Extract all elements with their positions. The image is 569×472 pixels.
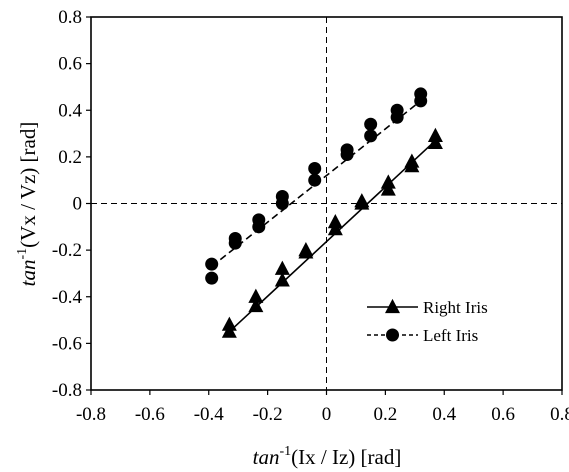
data-point-circle	[414, 94, 428, 108]
data-point-triangle	[274, 272, 290, 287]
x-axis-title-exponent: -1	[279, 444, 291, 459]
data-point-triangle	[380, 181, 396, 196]
legend-item: Right Iris	[367, 298, 488, 317]
y-tick-label: 0.6	[58, 54, 82, 75]
data-point-circle	[340, 148, 354, 162]
trend-line	[228, 139, 436, 333]
data-point-circle	[308, 162, 322, 176]
legend-marker-triangle	[385, 298, 400, 314]
y-axis-title-text: (Vx / Vz) [rad]	[16, 122, 40, 248]
legend-marker-circle	[386, 328, 399, 342]
series-right-iris	[221, 127, 443, 338]
data-point-triangle	[221, 323, 237, 338]
x-tick-label: -0.8	[76, 404, 106, 425]
data-point-triangle	[274, 260, 290, 275]
x-tick-label: -0.6	[135, 404, 165, 425]
axis-ticks: -0.8 -0.6 -0.4 -0.2 0 0.2 0.4 0.6 0.8 0.8 0.6 0.4 0.…	[52, 7, 569, 425]
legend-item: Left Iris	[367, 326, 478, 345]
data-point-circle	[228, 236, 242, 250]
y-tick-label: 0	[73, 194, 83, 215]
legend-label: Right Iris	[423, 298, 488, 317]
x-tick-label: 0.6	[491, 404, 515, 425]
series-layer	[205, 87, 443, 338]
x-axis-title: tan-1(Ix / Iz) [rad]	[253, 444, 402, 469]
x-tick-label: 0.8	[550, 404, 569, 425]
data-point-circle	[308, 173, 322, 187]
data-point-circle	[364, 117, 378, 131]
y-tick-label: 0.8	[58, 7, 82, 28]
data-point-triangle	[327, 221, 343, 236]
data-point-triangle	[404, 158, 420, 173]
y-tick-label: -0.6	[52, 333, 82, 354]
data-point-triangle	[427, 134, 443, 149]
data-point-circle	[205, 271, 219, 285]
zero-lines	[91, 17, 562, 390]
data-point-triangle	[354, 195, 370, 210]
data-point-circle	[205, 257, 219, 271]
y-tick-label: -0.8	[52, 380, 82, 401]
x-tick-label: -0.4	[194, 404, 225, 425]
x-tick-label: 0	[322, 404, 332, 425]
x-axis-title-text: (Ix / Iz) [rad]	[291, 445, 401, 469]
data-point-triangle	[298, 244, 314, 259]
x-axis-title-func: tan	[253, 445, 280, 469]
data-point-circle	[252, 220, 266, 234]
x-tick-label: -0.2	[253, 404, 283, 425]
data-point-circle	[390, 110, 404, 124]
data-point-triangle	[248, 288, 264, 303]
legend-label: Left Iris	[423, 326, 478, 345]
y-axis-title-exponent: -1	[15, 248, 30, 260]
x-tick-label: 0.4	[432, 404, 456, 425]
y-tick-label: 0.2	[58, 147, 82, 168]
y-axis-title: tan-1(Vx / Vz) [rad]	[15, 122, 40, 287]
data-point-circle	[275, 197, 289, 210]
series-left-iris	[205, 87, 428, 285]
data-point-triangle	[248, 297, 264, 313]
legend: Right Iris Left Iris	[367, 298, 488, 345]
y-tick-label: -0.2	[52, 240, 82, 261]
data-point-circle	[364, 129, 378, 143]
x-tick-label: 0.2	[374, 404, 398, 425]
y-tick-label: -0.4	[52, 287, 83, 308]
y-tick-label: 0.4	[58, 100, 82, 121]
y-axis-title-func: tan	[16, 259, 40, 286]
